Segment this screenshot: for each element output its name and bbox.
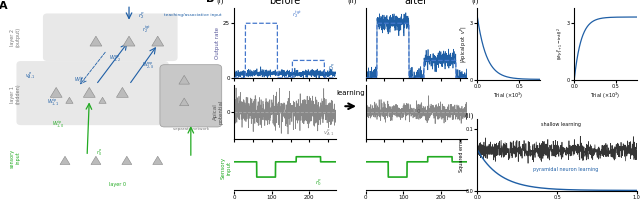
Polygon shape bbox=[99, 97, 106, 103]
Y-axis label: $||\delta y^P_{t+1} - \mathrm{int}||^2$: $||\delta y^P_{t+1} - \mathrm{int}||^2$ bbox=[555, 27, 566, 60]
X-axis label: Trial ($\times 10^3$): Trial ($\times 10^3$) bbox=[591, 90, 621, 101]
Text: $r_2^P$: $r_2^P$ bbox=[328, 62, 335, 73]
Text: separate network: separate network bbox=[173, 127, 209, 131]
Text: $r_2^P$: $r_2^P$ bbox=[138, 10, 145, 21]
Text: shallow learning: shallow learning bbox=[541, 122, 581, 127]
Text: layer 1
(hidden): layer 1 (hidden) bbox=[10, 84, 20, 104]
FancyBboxPatch shape bbox=[17, 61, 169, 125]
Text: $r_0^P$: $r_0^P$ bbox=[316, 177, 323, 188]
Text: $W_{1,1}^{ip}$: $W_{1,1}^{ip}$ bbox=[47, 96, 60, 107]
Text: (i): (i) bbox=[216, 0, 223, 4]
Title: before: before bbox=[269, 0, 301, 6]
Text: $W_{2,S}^{pp}$: $W_{2,S}^{pp}$ bbox=[142, 60, 155, 70]
Text: $v_{A,1}^P$: $v_{A,1}^P$ bbox=[323, 128, 335, 138]
Y-axis label: Squared error: Squared error bbox=[459, 138, 464, 172]
Polygon shape bbox=[179, 75, 189, 84]
Title: after: after bbox=[405, 0, 428, 6]
Text: (ii): (ii) bbox=[465, 112, 474, 119]
Polygon shape bbox=[116, 87, 129, 97]
FancyBboxPatch shape bbox=[160, 65, 221, 127]
Y-axis label: Output rate: Output rate bbox=[215, 27, 220, 59]
Polygon shape bbox=[50, 87, 62, 97]
Polygon shape bbox=[122, 156, 132, 165]
Text: sensory
input: sensory input bbox=[10, 148, 20, 168]
Polygon shape bbox=[180, 98, 189, 106]
Polygon shape bbox=[83, 87, 95, 97]
Polygon shape bbox=[123, 36, 135, 46]
Text: 0: 0 bbox=[417, 109, 420, 114]
Polygon shape bbox=[152, 36, 164, 46]
Text: $r_2^{tgt}$: $r_2^{tgt}$ bbox=[142, 24, 152, 35]
Text: (ii): (ii) bbox=[348, 0, 357, 4]
Text: $W_{1,1}^{ia}$: $W_{1,1}^{ia}$ bbox=[74, 75, 86, 85]
Text: A: A bbox=[0, 1, 8, 11]
Text: $r_2^{tgt}$: $r_2^{tgt}$ bbox=[292, 9, 302, 20]
Text: $r_0^P$: $r_0^P$ bbox=[96, 147, 102, 158]
Text: teaching/associative input: teaching/associative input bbox=[164, 14, 221, 18]
Text: layer 0: layer 0 bbox=[109, 182, 127, 187]
Text: $W_{1,0}^{ip}$: $W_{1,0}^{ip}$ bbox=[52, 118, 65, 129]
Y-axis label: Apical
potential: Apical potential bbox=[213, 99, 224, 124]
Text: layer 2
(output): layer 2 (output) bbox=[10, 27, 20, 47]
Polygon shape bbox=[66, 97, 73, 103]
Text: B: B bbox=[205, 0, 214, 4]
Text: $v_{A,1}^P$: $v_{A,1}^P$ bbox=[25, 71, 36, 81]
Text: (i): (i) bbox=[471, 0, 479, 4]
Polygon shape bbox=[153, 156, 163, 165]
Text: $W_{1,2}^{pp}$: $W_{1,2}^{pp}$ bbox=[109, 53, 122, 63]
Text: pyramidal neuron learning: pyramidal neuron learning bbox=[533, 167, 598, 172]
Polygon shape bbox=[91, 156, 101, 165]
FancyBboxPatch shape bbox=[43, 14, 177, 61]
Y-axis label: |Apical pot. $v^P$|: |Apical pot. $v^P$| bbox=[458, 25, 468, 63]
Text: learning: learning bbox=[337, 90, 365, 96]
Polygon shape bbox=[60, 156, 70, 165]
Y-axis label: Sensory
input: Sensory input bbox=[221, 157, 232, 179]
Polygon shape bbox=[90, 36, 102, 46]
X-axis label: Trial ($\times 10^3$): Trial ($\times 10^3$) bbox=[493, 90, 524, 101]
